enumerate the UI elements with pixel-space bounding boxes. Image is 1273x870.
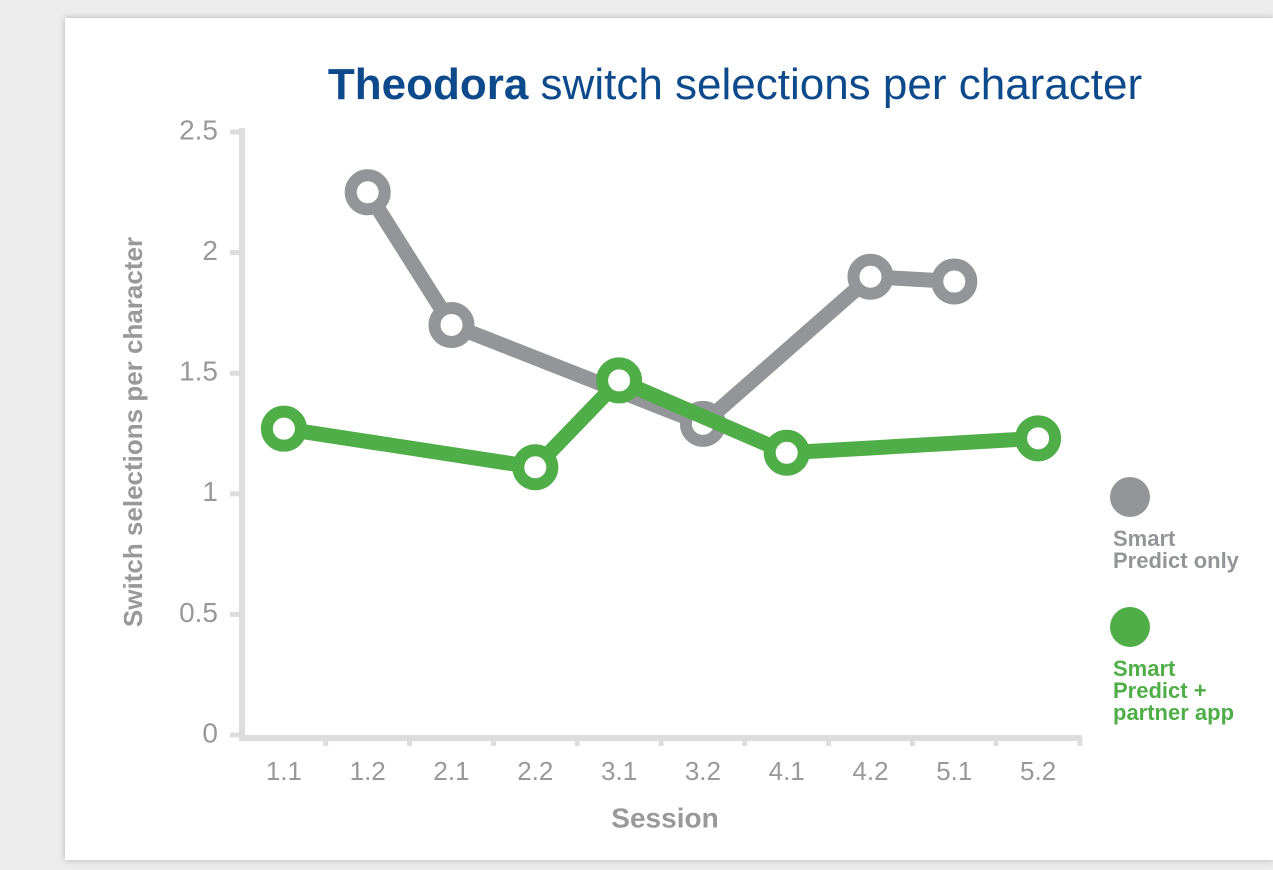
point — [1015, 415, 1062, 462]
y-axis-title: Switch selections per character — [118, 237, 148, 627]
y-tick-label: 1 — [202, 476, 218, 507]
x-tick-label: 5.2 — [1020, 756, 1056, 786]
y-tick-label: 0 — [202, 717, 218, 748]
x-tick-label: 3.1 — [601, 756, 637, 786]
x-tick-label: 2.2 — [517, 756, 553, 786]
series-line — [282, 372, 1039, 475]
y-tick-label: 2.5 — [179, 114, 218, 145]
x-tick-label: 4.1 — [769, 756, 805, 786]
x-tick-label: 4.2 — [852, 756, 888, 786]
x-tick-label: 1.1 — [266, 756, 302, 786]
legend-swatch — [1110, 477, 1150, 517]
title-bold: Theodora — [328, 60, 529, 109]
legend-swatch — [1110, 607, 1150, 647]
point — [260, 405, 307, 452]
point — [344, 169, 391, 216]
title-rest: switch selections per character — [541, 60, 1143, 109]
legend-label: Smart Predict only — [1113, 526, 1239, 573]
x-tick-label: 3.2 — [685, 756, 721, 786]
y-tick-label: 0.5 — [179, 597, 218, 628]
x-tick-label: 1.2 — [350, 756, 386, 786]
point — [428, 301, 475, 348]
point — [512, 444, 559, 491]
point — [763, 429, 810, 476]
point — [847, 253, 894, 300]
point — [931, 258, 978, 305]
y-tick-label: 1.5 — [179, 356, 218, 387]
y-tick-label: 2 — [202, 235, 218, 266]
legend-label: Smart Predict + partner app — [1113, 656, 1235, 725]
chart-title: Theodora switch selections per character — [328, 60, 1142, 109]
x-tick-label: 2.1 — [433, 756, 469, 786]
point — [596, 357, 643, 404]
x-tick-label: 5.1 — [936, 756, 972, 786]
x-axis-title: Session — [611, 802, 718, 833]
